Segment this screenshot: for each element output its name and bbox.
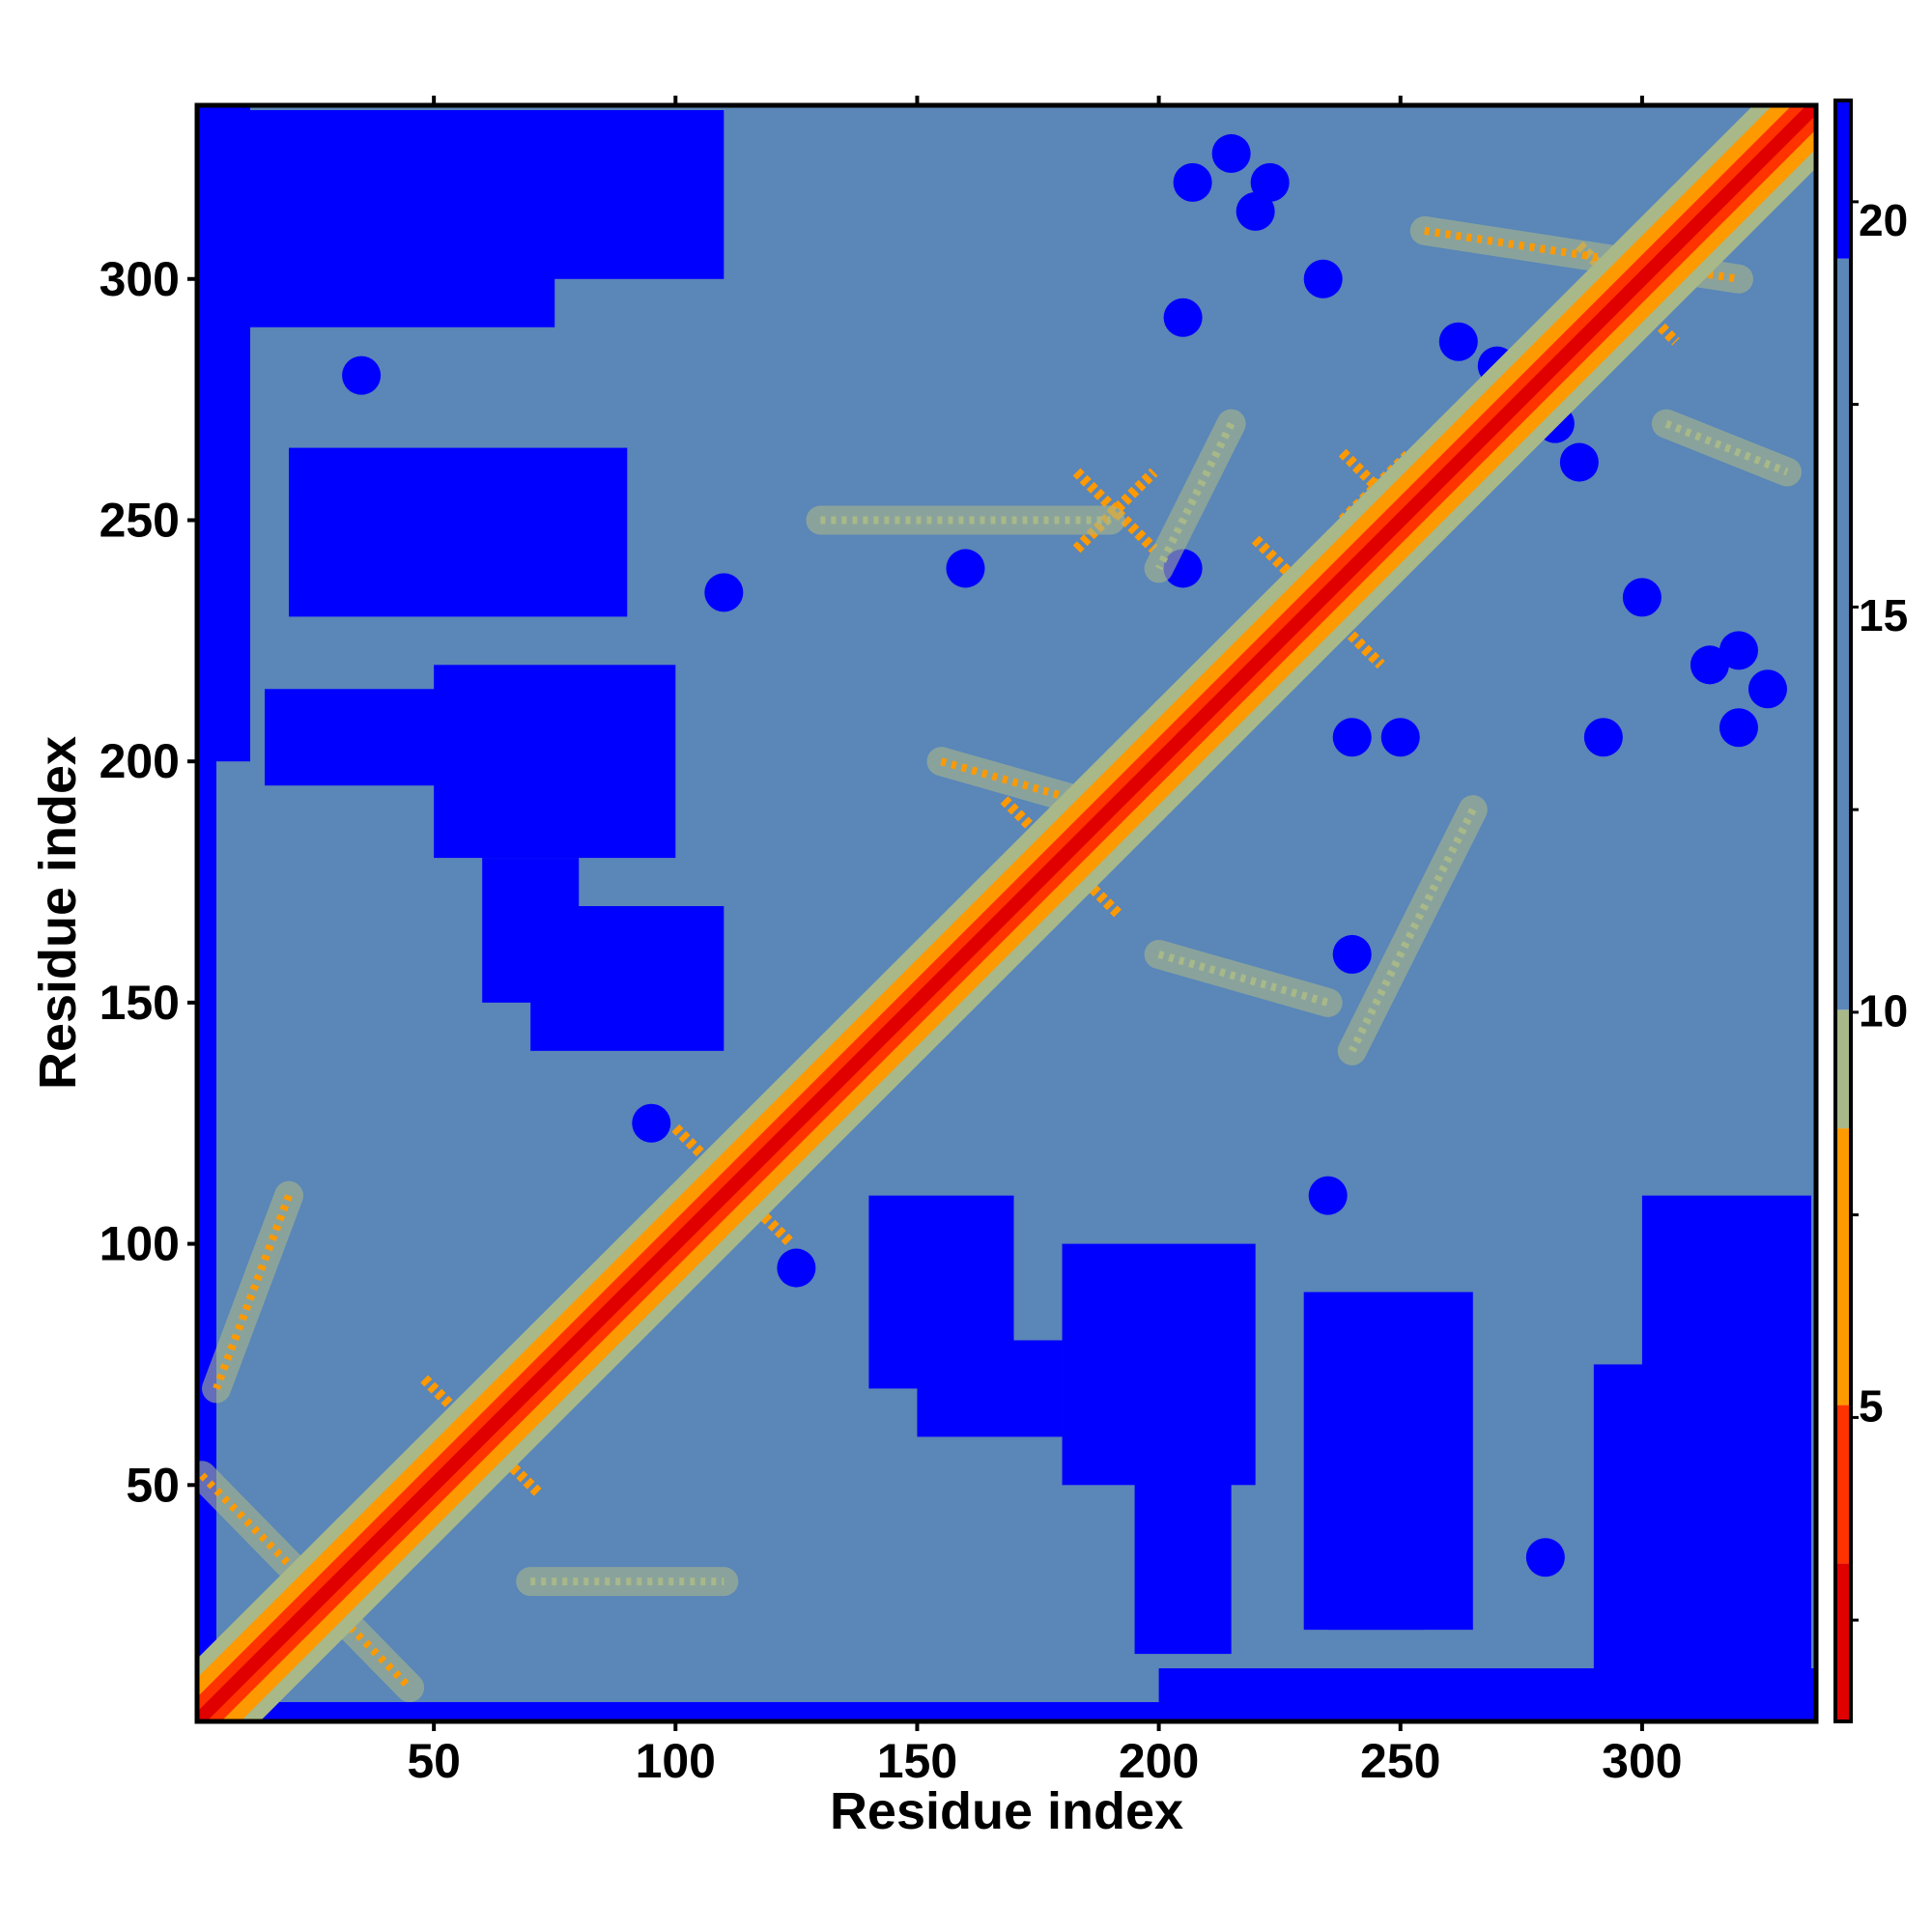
y-axis-label: Residue index — [29, 736, 87, 1090]
y-tick-label: 200 — [99, 734, 180, 788]
heatmap-far-spot — [1332, 934, 1372, 974]
colorbar-segment — [1835, 1009, 1851, 1129]
x-axis-label: Residue index — [830, 1782, 1183, 1840]
heatmap-far-spot — [1308, 1176, 1348, 1215]
heatmap-far-spot — [1559, 442, 1599, 482]
colorbar-segment — [1835, 258, 1851, 1010]
heatmap-far-region — [1134, 1436, 1232, 1655]
heatmap-contact-band — [1664, 419, 1789, 476]
heatmap-far-region — [265, 109, 724, 279]
heatmap-far-spot — [946, 549, 985, 588]
heatmap-diagonal — [197, 105, 1816, 1721]
x-tick-label: 50 — [407, 1734, 461, 1788]
heatmap-far-spot — [1719, 631, 1758, 670]
heatmap-far-spot — [1236, 191, 1275, 231]
heatmap-contact-band — [1349, 808, 1477, 1053]
plot-frame — [194, 102, 1819, 1724]
heatmap-far-region — [289, 447, 628, 617]
colorbar-segment — [1835, 1405, 1851, 1564]
heatmap-far-spot — [1211, 133, 1251, 173]
heatmap-far-spot — [1583, 718, 1623, 757]
heatmap-far-spot — [704, 573, 744, 612]
x-tick-label: 200 — [1119, 1734, 1199, 1788]
heatmap-contact-band — [213, 1194, 293, 1390]
heatmap-far-spot — [1250, 162, 1290, 202]
colorbar-frame — [1833, 99, 1853, 1723]
heatmap-far-spot — [1622, 578, 1662, 617]
y-axis: 50 100 150 200 250 300 — [99, 252, 197, 1512]
y-tick-label: 250 — [99, 493, 180, 547]
x-axis: 50 100 150 200 250 300 — [407, 96, 1683, 1788]
colorbar-segment — [1835, 1128, 1851, 1406]
heatmap-far-spot — [1690, 645, 1729, 685]
colorbar: 5 10 15 20 — [1833, 99, 1908, 1723]
heatmap-contact-band — [199, 1472, 412, 1690]
heatmap-contact-cross — [1072, 468, 1158, 554]
heatmap-far-region — [265, 689, 483, 786]
x-tick-label: 100 — [636, 1734, 716, 1788]
heatmap-far-spot — [1332, 718, 1372, 757]
x-tick-label: 300 — [1602, 1734, 1682, 1788]
heatmap-far-spot — [1747, 669, 1787, 709]
colorbar-tick-label: 20 — [1859, 195, 1908, 245]
heatmap-far-spot — [1525, 1538, 1565, 1577]
y-tick-label: 300 — [99, 252, 180, 306]
heatmap-contact-band — [1157, 951, 1329, 1007]
colorbar-tick-label: 10 — [1859, 985, 1908, 1036]
heatmap-far-spot — [342, 355, 382, 395]
heatmap-far-region — [1303, 1292, 1473, 1631]
heatmap-far-spot — [777, 1248, 816, 1288]
heatmap-far-spot — [1380, 718, 1420, 757]
colorbar-tick-label: 15 — [1859, 590, 1908, 640]
heatmap-far-region — [482, 858, 580, 1003]
heatmap-contact-band — [940, 757, 1112, 813]
heatmap-contact-cross — [1072, 468, 1158, 554]
heatmap-contact-halo — [1144, 409, 1246, 583]
colorbar-segment — [1835, 1563, 1851, 1721]
y-tick-label: 50 — [126, 1458, 180, 1512]
x-tick-label: 250 — [1360, 1734, 1440, 1788]
y-tick-label: 150 — [99, 976, 180, 1030]
heatmap-far-spot — [1438, 322, 1478, 361]
heatmap-far-region — [917, 1340, 1063, 1437]
colorbar-tick-label: 5 — [1859, 1381, 1884, 1432]
heatmap-far-spot — [1719, 708, 1758, 748]
heatmap-far-spot — [1173, 162, 1212, 202]
heatmap-far-spot — [632, 1103, 671, 1143]
colorbar-segment — [1835, 100, 1851, 259]
heatmap — [197, 105, 1816, 1721]
heatmap-far-region — [1641, 1195, 1811, 1655]
y-tick-label: 100 — [99, 1217, 180, 1271]
heatmap-far-spot — [1163, 298, 1203, 337]
heatmap-far-spot — [1303, 259, 1343, 298]
x-tick-label: 150 — [877, 1734, 957, 1788]
